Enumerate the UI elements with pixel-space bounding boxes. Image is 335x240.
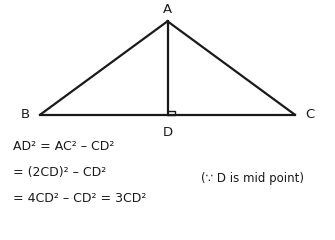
Text: C: C	[305, 108, 314, 121]
Text: = (2CD)² – CD²: = (2CD)² – CD²	[13, 166, 107, 179]
Text: (∵ D is mid point): (∵ D is mid point)	[201, 172, 304, 185]
Text: = 4CD² – CD² = 3CD²: = 4CD² – CD² = 3CD²	[13, 192, 147, 205]
Text: D: D	[162, 126, 173, 139]
Text: AD² = AC² – CD²: AD² = AC² – CD²	[13, 140, 115, 153]
Text: A: A	[163, 3, 172, 16]
Text: B: B	[21, 108, 30, 121]
